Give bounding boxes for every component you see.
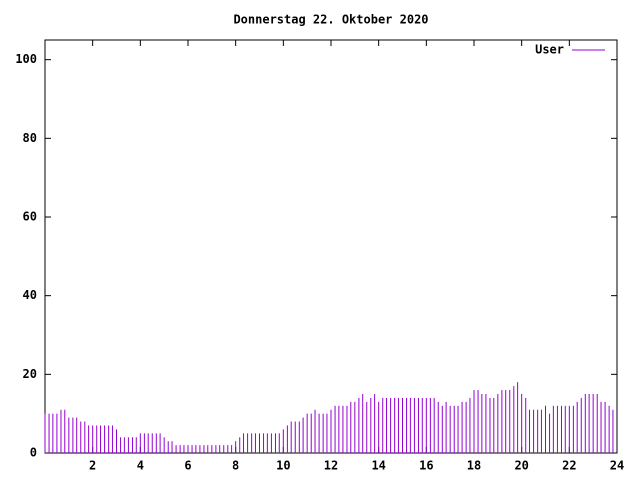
- x-tick-label: 14: [371, 459, 385, 473]
- y-tick-label: 100: [15, 52, 37, 66]
- plot-frame: [44, 39, 618, 454]
- y-tick-label: 40: [23, 288, 37, 302]
- legend-label: User: [535, 43, 564, 57]
- x-tick-label: 2: [89, 459, 96, 473]
- x-tick-label: 24: [610, 459, 624, 473]
- chart-title: Donnerstag 22. Oktober 2020: [233, 13, 428, 27]
- x-tick-label: 12: [324, 459, 338, 473]
- x-tick-label: 4: [137, 459, 144, 473]
- x-tick-label: 10: [276, 459, 290, 473]
- x-tick-label: 8: [232, 459, 239, 473]
- y-tick-label: 80: [23, 131, 37, 145]
- y-tick-label: 0: [30, 446, 37, 460]
- x-tick-label: 6: [184, 459, 191, 473]
- x-tick-label: 22: [562, 459, 576, 473]
- y-tick-label: 20: [23, 367, 37, 381]
- y-tick-label: 60: [23, 210, 37, 224]
- x-tick-label: 20: [514, 459, 528, 473]
- x-tick-label: 18: [467, 459, 481, 473]
- x-tick-label: 16: [419, 459, 433, 473]
